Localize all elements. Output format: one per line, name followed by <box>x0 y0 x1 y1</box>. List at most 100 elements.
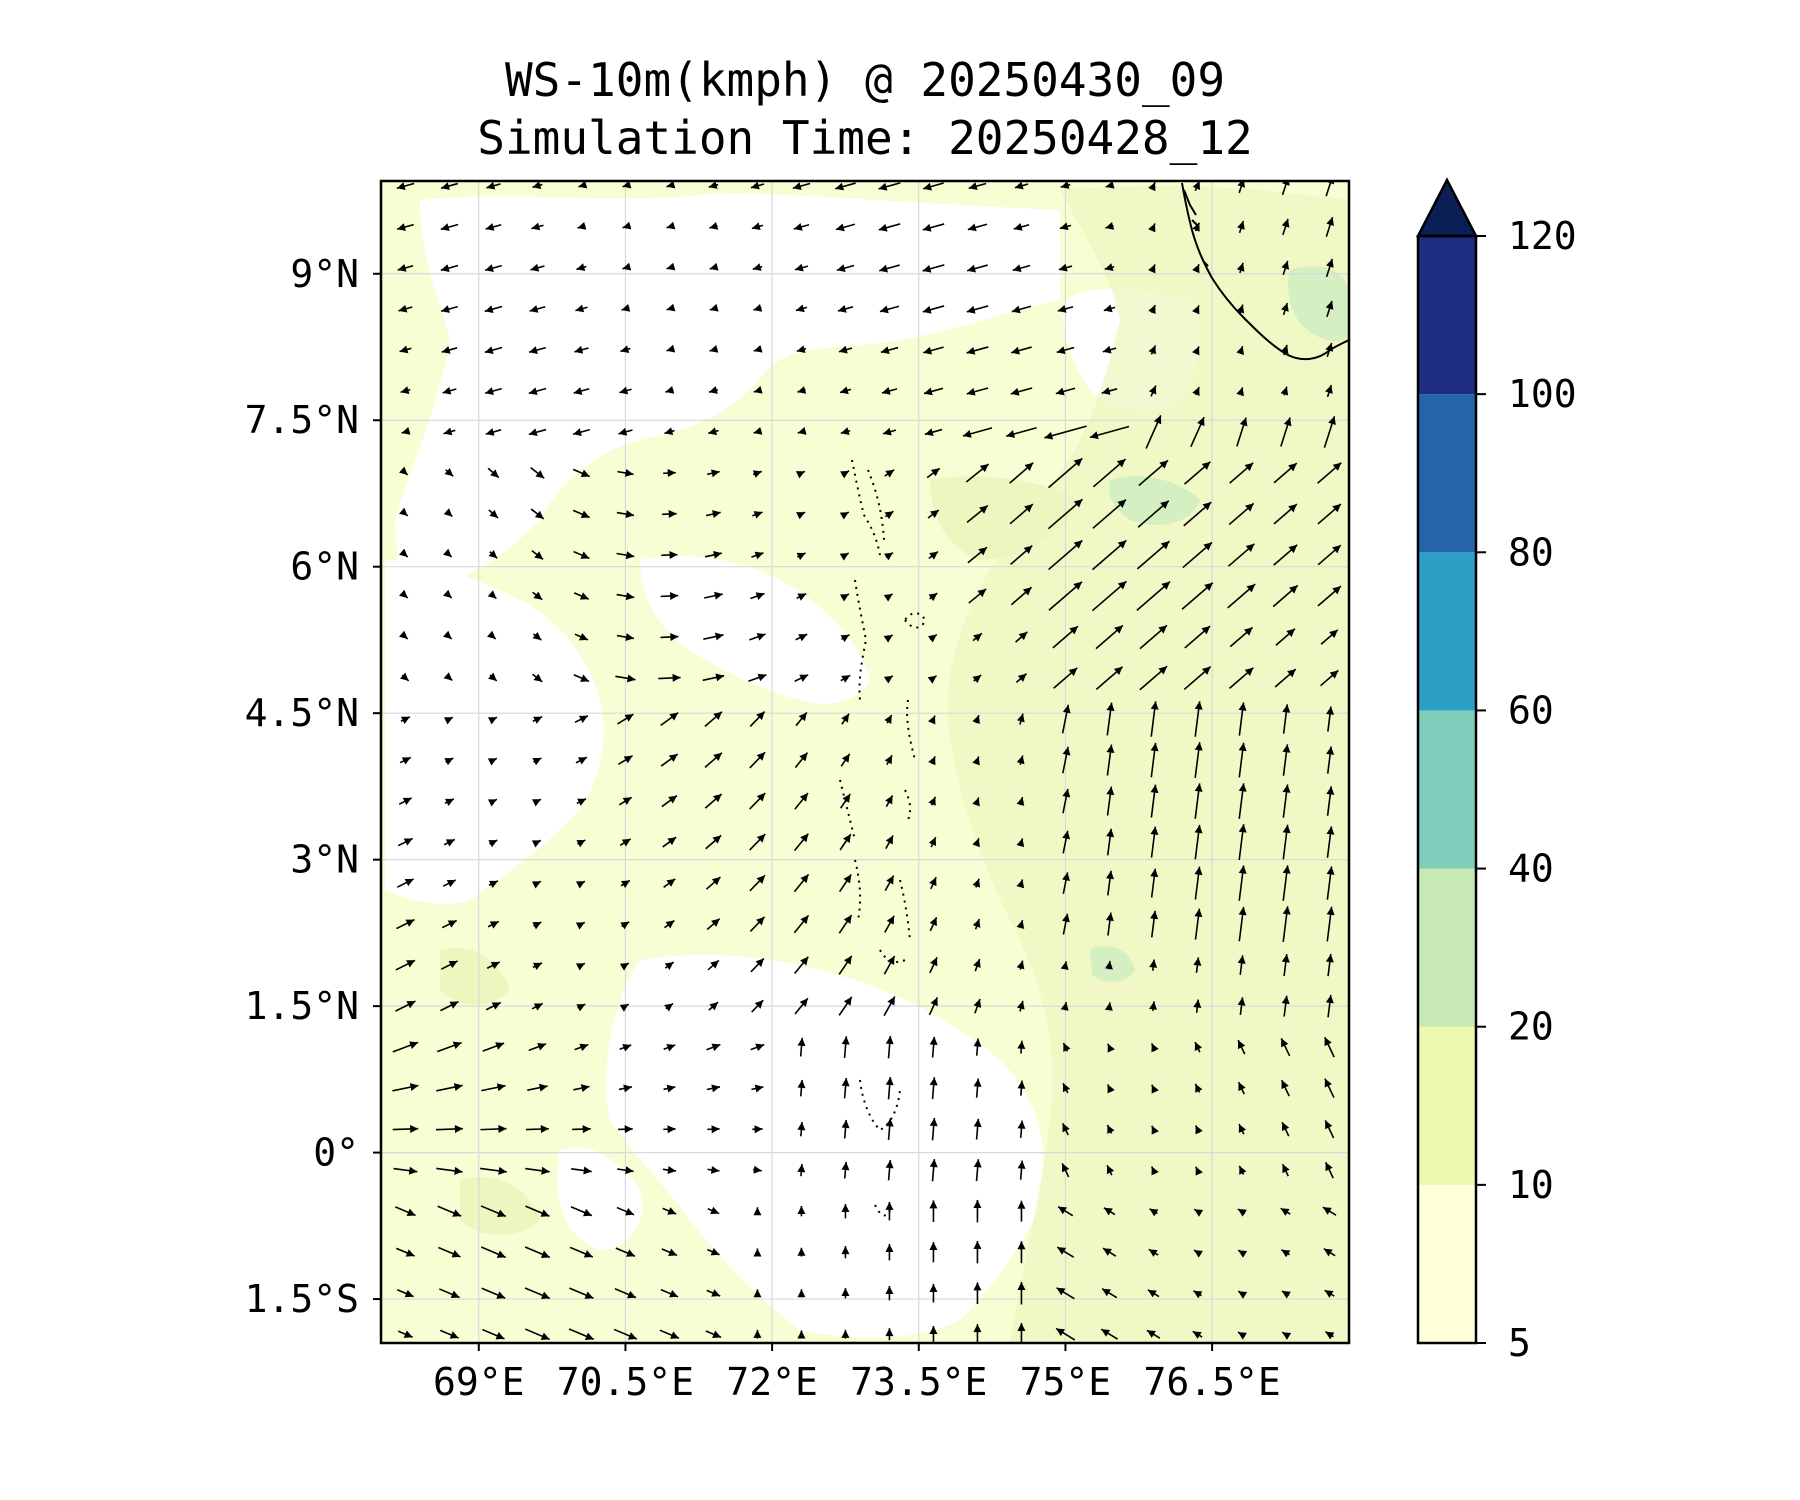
wind-arrow <box>884 552 894 561</box>
wind-arrow <box>793 873 810 893</box>
wind-arrow <box>488 880 499 888</box>
colorbar-label: 100 <box>1508 372 1577 416</box>
wind-arrow <box>530 263 545 272</box>
wind-arrow <box>620 345 631 354</box>
wind-arrow <box>1062 746 1071 774</box>
wind-arrow <box>396 878 414 888</box>
wind-arrow <box>529 305 546 313</box>
wind-arrow <box>1281 1331 1292 1340</box>
wind-arrow <box>1237 1331 1247 1340</box>
wind-arrow <box>664 427 675 436</box>
wind-arrow <box>575 921 586 930</box>
wind-arrow <box>1056 346 1075 355</box>
wind-arrow <box>1017 1120 1026 1138</box>
wind-arrow <box>1102 1247 1117 1257</box>
wind-arrow <box>441 346 458 354</box>
wind-arrow <box>480 1124 507 1133</box>
wind-arrow <box>1273 544 1298 566</box>
wind-arrow <box>707 469 720 478</box>
wind-arrow <box>487 920 500 929</box>
wind-arrow <box>1106 744 1115 776</box>
wind-arrow <box>1324 1331 1335 1340</box>
wind-arrow <box>841 1161 850 1179</box>
wind-arrow <box>1011 305 1032 314</box>
wind-arrow <box>399 345 412 354</box>
wind-arrow <box>794 752 809 768</box>
wind-arrow <box>1148 304 1156 314</box>
colorbar-label: 20 <box>1508 1005 1554 1049</box>
wind-arrow <box>1273 462 1298 484</box>
wind-arrow <box>1192 222 1201 232</box>
wind-arrow <box>618 1125 633 1134</box>
wind-arrow <box>400 672 410 682</box>
wind-arrow <box>617 1166 634 1175</box>
wind-arrow <box>1228 502 1255 526</box>
wind-arrow <box>1192 1330 1203 1339</box>
wind-arrow <box>839 386 852 395</box>
wind-arrow <box>1317 585 1342 607</box>
wind-arrow <box>750 957 765 973</box>
wind-arrow <box>401 427 411 435</box>
wind-arrow <box>753 304 763 312</box>
colorbar-label: 5 <box>1508 1321 1531 1365</box>
wind-arrow <box>436 1166 463 1175</box>
wind-arrow <box>708 386 719 394</box>
wind-arrow <box>749 792 766 810</box>
wind-arrow <box>1062 1042 1071 1052</box>
wind-arrow <box>661 794 678 808</box>
wind-arrow <box>841 1288 850 1299</box>
wind-arrow <box>1281 1121 1290 1137</box>
wind-arrow <box>528 346 547 354</box>
wind-arrow <box>1280 386 1289 396</box>
wind-arrow <box>923 387 944 396</box>
map-gridlines <box>381 181 1349 1343</box>
wind-arrow <box>794 263 809 272</box>
wind-arrow <box>839 833 852 851</box>
wind-arrow <box>749 633 766 641</box>
colorbar-label: 40 <box>1508 847 1554 891</box>
wind-arrow <box>751 222 764 231</box>
wind-arrow <box>929 876 937 890</box>
wind-arrow <box>885 1159 894 1181</box>
wind-arrow <box>751 999 764 1013</box>
wind-arrow <box>1193 1249 1203 1258</box>
wind-arrow <box>572 509 590 519</box>
colorbar-frame <box>1416 234 1478 1345</box>
colorbar: 5 10 20 40 60 80 100 120 <box>1415 177 1577 1365</box>
wind-arrow <box>617 755 633 766</box>
wind-arrow <box>1017 1040 1026 1054</box>
wind-arrow <box>1016 919 1025 929</box>
wind-arrow <box>392 1124 419 1133</box>
wind-arrow <box>1183 461 1211 485</box>
wind-arrow <box>840 634 850 643</box>
wind-arrow <box>927 633 938 643</box>
wind-arrow <box>665 386 675 394</box>
wind-arrow <box>443 838 456 847</box>
wind-arrow <box>531 222 544 231</box>
wind-vectors <box>392 181 1342 1343</box>
wind-arrow <box>1194 742 1203 779</box>
wind-arrow <box>1238 865 1247 901</box>
wind-arrow <box>1106 1164 1115 1176</box>
wind-arrow <box>480 1166 507 1175</box>
wind-arrow <box>884 915 895 933</box>
wind-arrow <box>660 753 679 767</box>
wind-arrow <box>616 592 635 601</box>
wind-arrow <box>797 1330 806 1339</box>
wind-arrow <box>663 1125 676 1134</box>
wind-arrow <box>1013 223 1030 231</box>
wind-arrow <box>966 504 989 524</box>
wind-arrow <box>1102 345 1117 354</box>
wind-arrow <box>484 305 503 314</box>
wind-arrow <box>532 181 543 189</box>
wind-arrow <box>1149 1208 1159 1217</box>
wind-arrow <box>883 996 896 1017</box>
wind-arrow <box>1055 387 1076 396</box>
wind-arrow <box>1055 1327 1076 1341</box>
wind-arrow <box>881 387 898 395</box>
wind-arrow <box>616 633 635 642</box>
wind-arrow <box>618 1084 633 1093</box>
wind-arrow <box>573 550 590 560</box>
wind-arrow <box>966 346 989 355</box>
wind-arrow <box>885 1118 894 1140</box>
